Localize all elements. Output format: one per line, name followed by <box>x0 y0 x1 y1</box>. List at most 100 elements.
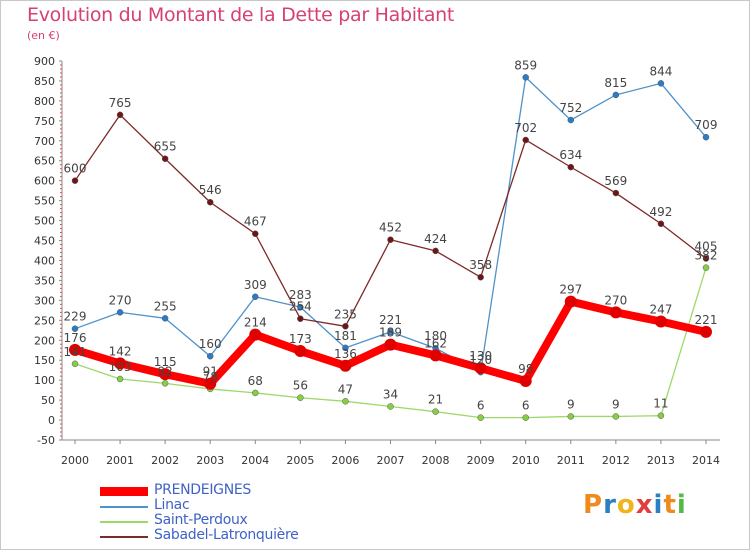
y-tick-label: 600 <box>34 175 55 188</box>
legend-label: Linac <box>154 497 190 513</box>
data-point <box>297 394 304 401</box>
data-point <box>522 136 529 144</box>
data-label: 358 <box>469 258 492 272</box>
data-point <box>294 345 307 358</box>
logo-letter: r <box>603 490 617 520</box>
data-label: 600 <box>64 162 87 176</box>
y-tick-label: 500 <box>34 215 55 228</box>
y-tick-label: 200 <box>34 334 55 347</box>
data-label: 546 <box>199 183 222 197</box>
data-label: 255 <box>154 299 177 313</box>
legend-swatch <box>100 536 148 538</box>
data-label: 180 <box>424 329 447 343</box>
data-label: 221 <box>379 313 402 327</box>
x-tick-label: 2013 <box>647 454 675 467</box>
data-point <box>161 380 169 387</box>
data-point <box>159 368 172 381</box>
y-tick-label: 900 <box>34 55 55 68</box>
data-label: 859 <box>514 58 537 72</box>
x-tick-label: 2009 <box>467 454 495 467</box>
data-label: 130 <box>469 349 492 363</box>
x-tick-label: 2007 <box>377 454 405 467</box>
data-label: 142 <box>109 344 132 358</box>
data-point <box>116 309 124 316</box>
y-tick-label: 550 <box>34 195 55 208</box>
data-label: 467 <box>244 215 267 229</box>
data-label: 270 <box>109 293 132 307</box>
data-label: 752 <box>559 101 582 115</box>
x-tick-label: 2005 <box>286 454 314 467</box>
data-point <box>252 293 259 301</box>
data-label: 634 <box>559 148 582 162</box>
data-point <box>657 80 665 87</box>
y-tick-label: 300 <box>34 294 55 307</box>
data-point <box>702 255 710 262</box>
x-tick-label: 2000 <box>61 454 89 467</box>
series-sabadel-latronqui-re <box>71 111 710 330</box>
x-tick-label: 2006 <box>331 454 359 467</box>
data-point <box>700 325 712 338</box>
logo-letter: x <box>635 490 654 520</box>
data-point <box>522 414 529 421</box>
legend-swatch <box>100 487 148 496</box>
x-tick-label: 2004 <box>241 454 269 467</box>
data-point <box>654 315 667 328</box>
x-tick-label: 2012 <box>602 454 630 467</box>
data-point <box>204 377 217 390</box>
data-label: 254 <box>289 300 312 314</box>
x-tick-label: 2002 <box>151 454 179 467</box>
data-label: 115 <box>154 355 177 369</box>
data-point <box>564 295 577 308</box>
data-label: 136 <box>334 347 357 361</box>
data-label: 452 <box>379 221 402 235</box>
data-label: 235 <box>334 307 357 321</box>
data-point <box>297 303 304 311</box>
data-label: 569 <box>604 174 627 188</box>
data-label: 181 <box>334 329 357 343</box>
data-point <box>384 338 397 351</box>
data-point <box>612 189 620 197</box>
x-tick-label: 2008 <box>422 454 450 467</box>
data-label: 98 <box>518 362 533 376</box>
data-label: 56 <box>293 379 308 393</box>
proxiti-logo: Proxiti <box>583 490 687 520</box>
logo-letter: P <box>583 490 604 520</box>
data-point <box>522 74 529 81</box>
data-point <box>116 111 124 119</box>
data-label: 47 <box>338 382 353 396</box>
data-label: 247 <box>649 303 672 317</box>
data-point <box>387 328 394 336</box>
data-label: 176 <box>64 331 87 345</box>
data-label: 189 <box>379 326 402 340</box>
data-label: 9 <box>612 397 620 411</box>
data-point <box>432 408 439 415</box>
data-point <box>387 236 394 243</box>
data-point <box>702 133 710 141</box>
data-point <box>206 198 214 206</box>
data-point <box>657 412 665 419</box>
data-point <box>249 328 262 341</box>
y-tick-label: 250 <box>34 314 55 327</box>
data-point <box>342 323 349 330</box>
data-point <box>114 357 127 370</box>
data-label: 765 <box>109 96 132 110</box>
data-point <box>477 414 484 421</box>
x-tick-label: 2014 <box>692 454 720 467</box>
data-label: 270 <box>604 293 627 307</box>
y-tick-label: 50 <box>41 394 55 407</box>
data-label: 6 <box>477 399 485 413</box>
y-tick-label: 100 <box>34 374 55 387</box>
series-prendeignes <box>69 295 712 390</box>
data-point <box>206 352 214 360</box>
data-point <box>432 247 439 255</box>
data-point <box>612 413 620 420</box>
data-label: 21 <box>428 393 443 407</box>
chart-title: Evolution du Montant de la Dette par Hab… <box>27 4 455 26</box>
chart-unit: (en €) <box>27 29 60 42</box>
data-point <box>339 359 352 372</box>
y-tick-label: 850 <box>34 75 55 88</box>
data-point <box>519 374 532 387</box>
data-label: 309 <box>244 278 267 292</box>
data-label: 78 <box>203 370 218 384</box>
data-label: 709 <box>695 118 718 132</box>
